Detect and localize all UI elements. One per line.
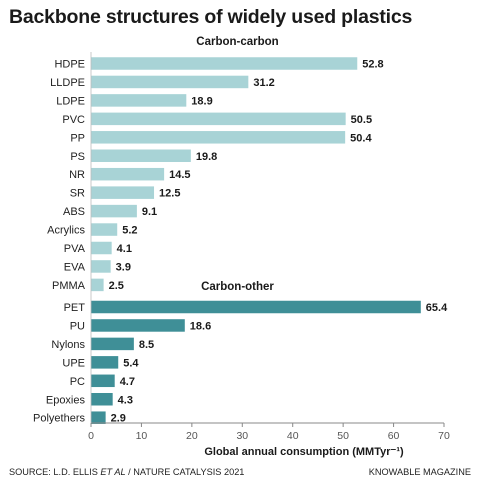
- value-label-polyethers: 2.9: [111, 413, 126, 425]
- bar-sr: [91, 186, 155, 199]
- value-label-epoxies: 4.3: [118, 394, 133, 406]
- category-label-pc: PC: [70, 376, 85, 388]
- value-label-sr: 12.5: [159, 188, 180, 200]
- value-label-pp: 50.4: [350, 132, 372, 144]
- bar-pu: [91, 319, 185, 332]
- value-label-lldpe: 31.2: [253, 77, 274, 89]
- x-tick-label-40: 40: [287, 430, 299, 442]
- value-label-nylons: 8.5: [139, 339, 154, 351]
- source-prefix: SOURCE: L.D. ELLIS: [9, 467, 101, 477]
- category-label-pva: PVA: [64, 243, 86, 255]
- category-label-pp: PP: [70, 132, 85, 144]
- x-tick-label-30: 30: [236, 430, 248, 442]
- bar-nr: [91, 167, 165, 181]
- source-year: 2021: [221, 467, 245, 477]
- category-label-lldpe: LLDPE: [50, 77, 85, 89]
- category-label-acrylics: Acrylics: [47, 225, 85, 237]
- x-tick-label-0: 0: [88, 430, 94, 442]
- bar-hdpe: [91, 57, 358, 70]
- category-label-pet: PET: [64, 302, 86, 314]
- bar-eva: [91, 260, 111, 273]
- value-label-pva: 4.1: [117, 243, 132, 255]
- source-et-al: ET AL: [100, 467, 126, 477]
- x-tick-label-70: 70: [438, 430, 450, 442]
- value-label-pu: 18.6: [190, 320, 211, 332]
- category-label-nr: NR: [69, 169, 85, 181]
- category-label-eva: EVA: [64, 261, 86, 273]
- value-label-pet: 65.4: [426, 302, 448, 314]
- bar-epoxies: [91, 393, 113, 406]
- x-tick-label-60: 60: [388, 430, 400, 442]
- x-tick-label-20: 20: [186, 430, 198, 442]
- category-label-upe: UPE: [62, 357, 85, 369]
- x-axis-label: Global annual consumption (MMTyr⁻¹): [204, 446, 404, 458]
- value-label-pmma: 2.5: [109, 280, 124, 292]
- category-label-ldpe: LDPE: [56, 95, 85, 107]
- category-label-abs: ABS: [63, 206, 85, 218]
- category-label-nylons: Nylons: [51, 339, 85, 351]
- value-label-eva: 3.9: [116, 261, 131, 273]
- bar-abs: [91, 204, 137, 218]
- category-label-polyethers: Polyethers: [33, 413, 85, 425]
- bar-pet: [91, 300, 421, 314]
- value-label-hdpe: 52.8: [362, 59, 383, 71]
- bar-acrylics: [91, 223, 118, 236]
- publisher-credit: KNOWABLE MAGAZINE: [368, 467, 471, 477]
- bar-polyethers: [91, 411, 106, 424]
- bar-upe: [91, 356, 119, 369]
- x-tick-label-10: 10: [136, 430, 148, 442]
- value-label-ldpe: 18.9: [191, 95, 212, 107]
- category-label-epoxies: Epoxies: [46, 394, 86, 406]
- bar-ldpe: [91, 94, 187, 107]
- bar-pva: [91, 241, 112, 255]
- value-label-ps: 19.8: [196, 151, 217, 163]
- group-header-carbon-other: Carbon-other: [201, 281, 274, 293]
- value-label-abs: 9.1: [142, 206, 157, 218]
- x-tick-label-50: 50: [337, 430, 349, 442]
- category-label-pmma: PMMA: [52, 280, 86, 292]
- category-label-pu: PU: [70, 320, 85, 332]
- chart-title: Backbone structures of widely used plast…: [9, 6, 413, 28]
- category-label-hdpe: HDPE: [54, 59, 85, 71]
- category-label-pvc: PVC: [62, 114, 85, 126]
- bar-pvc: [91, 112, 346, 126]
- value-label-nr: 14.5: [169, 169, 190, 181]
- value-label-acrylics: 5.2: [122, 225, 137, 237]
- bar-pmma: [91, 278, 104, 292]
- source-journal: / NATURE CATALYSIS: [125, 467, 222, 477]
- bar-nylons: [91, 337, 134, 351]
- bar-lldpe: [91, 75, 249, 89]
- category-label-sr: SR: [70, 188, 85, 200]
- source-credit: SOURCE: L.D. ELLIS ET AL / NATURE CATALY…: [9, 467, 244, 477]
- value-label-pc: 4.7: [120, 376, 135, 388]
- category-label-ps: PS: [70, 151, 85, 163]
- bar-pp: [91, 131, 346, 144]
- value-label-pvc: 50.5: [351, 114, 372, 126]
- bar-ps: [91, 149, 191, 162]
- value-label-upe: 5.4: [123, 357, 139, 369]
- group-header-carbon-carbon: Carbon-carbon: [196, 36, 278, 48]
- bar-pc: [91, 374, 115, 388]
